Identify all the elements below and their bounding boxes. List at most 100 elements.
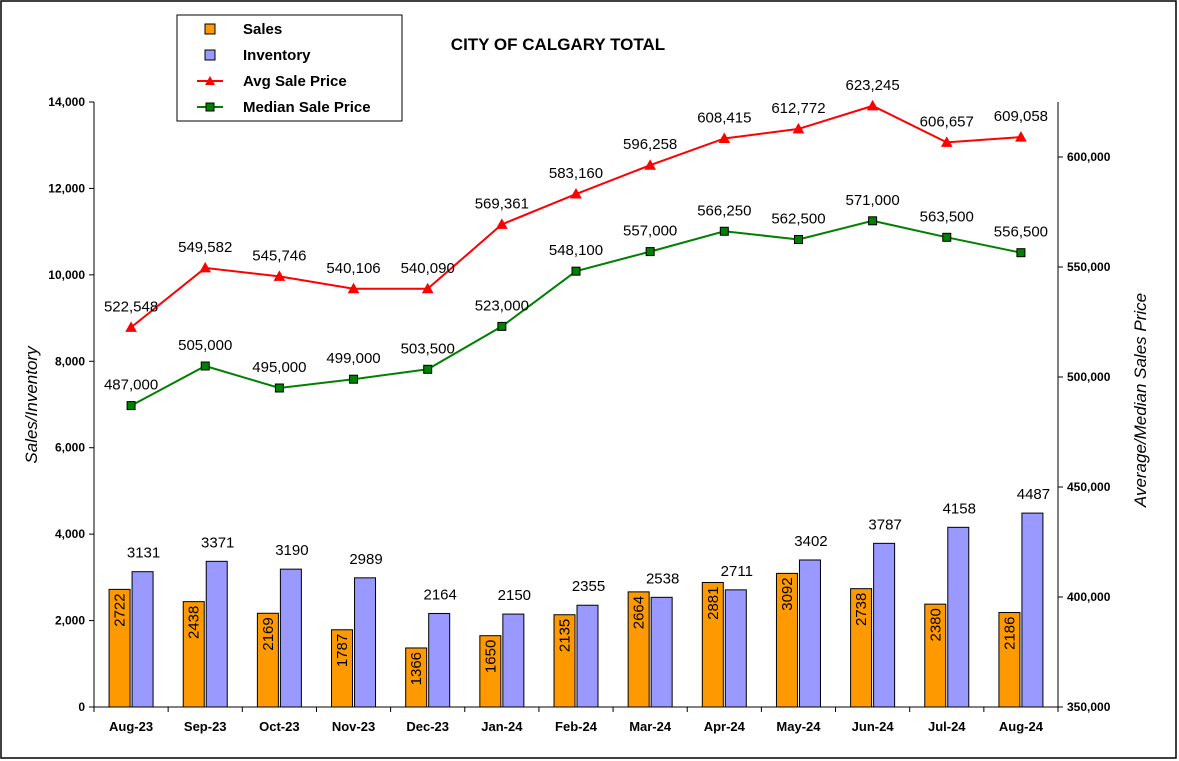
bar-inventory bbox=[428, 612, 451, 708]
bar-label-sales: 2169 bbox=[260, 617, 277, 650]
bar-label-inventory: 2164 bbox=[424, 586, 457, 603]
point-label-avg: 623,245 bbox=[845, 77, 899, 94]
x-category-label: Sep-23 bbox=[184, 719, 227, 734]
bar-label-sales: 2722 bbox=[112, 593, 129, 626]
point-label-avg: 596,258 bbox=[623, 136, 677, 153]
legend-swatch-sales bbox=[204, 23, 216, 35]
point-label-median: 566,250 bbox=[697, 202, 751, 219]
x-category-label: Oct-23 bbox=[259, 719, 299, 734]
right-axis-label: Average/Median Sales Price bbox=[1131, 293, 1150, 508]
marker-avg-sale-price bbox=[718, 132, 731, 143]
marker-avg-sale-price bbox=[125, 321, 137, 332]
bar-label-sales: 2438 bbox=[186, 606, 203, 639]
bar-label-inventory: 2150 bbox=[498, 587, 531, 604]
point-label-avg: 540,106 bbox=[326, 260, 380, 277]
bar-inventory bbox=[947, 526, 970, 708]
point-label-avg: 545,746 bbox=[252, 247, 306, 264]
point-label-median: 523,000 bbox=[475, 297, 529, 314]
x-category-label: Mar-24 bbox=[629, 719, 672, 734]
bar-label-inventory: 2355 bbox=[572, 578, 605, 595]
right-tick-label: 350,000 bbox=[1067, 700, 1111, 714]
point-label-avg: 606,657 bbox=[920, 113, 974, 130]
bar-sales bbox=[850, 588, 873, 708]
bar-label-inventory: 3371 bbox=[201, 534, 234, 551]
point-label-avg: 608,415 bbox=[697, 109, 751, 126]
marker-median-sale-price bbox=[942, 232, 952, 242]
right-tick-label: 600,000 bbox=[1067, 150, 1111, 164]
x-category-label: Aug-24 bbox=[999, 719, 1044, 734]
point-label-avg: 583,160 bbox=[549, 165, 603, 182]
point-label-median: 557,000 bbox=[623, 223, 677, 240]
marker-median-sale-price bbox=[274, 383, 284, 393]
marker-avg-sale-price bbox=[495, 218, 508, 229]
point-label-median: 563,500 bbox=[920, 208, 974, 225]
marker-median-sale-price bbox=[868, 216, 878, 226]
x-category-label: Jun-24 bbox=[852, 719, 895, 734]
bar-label-sales: 2135 bbox=[557, 619, 574, 652]
bar-inventory bbox=[576, 604, 599, 708]
point-label-median: 495,000 bbox=[252, 359, 306, 376]
marker-median-sale-price bbox=[571, 266, 581, 276]
marker-median-sale-price bbox=[126, 401, 136, 411]
bar-inventory bbox=[798, 559, 821, 708]
bar-label-sales: 1787 bbox=[334, 634, 351, 667]
point-label-avg: 540,090 bbox=[401, 260, 455, 277]
plot-area: 0 2,000 4,000 6,000 8,000 10,000 12,000 14,000 3… bbox=[48, 77, 1110, 734]
bar-label-inventory: 2711 bbox=[721, 563, 753, 580]
bar-inventory bbox=[873, 542, 896, 708]
marker-median-sale-price bbox=[423, 364, 433, 374]
bar-sales bbox=[182, 601, 205, 708]
marker-avg-sale-price bbox=[1015, 131, 1027, 142]
bar-label-sales: 2738 bbox=[853, 593, 870, 626]
point-label-median: 487,000 bbox=[104, 377, 158, 394]
bar-inventory bbox=[205, 560, 228, 708]
marker-median-sale-price bbox=[349, 374, 359, 384]
marker-median-sale-price bbox=[200, 361, 210, 371]
bar-sales bbox=[924, 603, 947, 708]
point-label-median: 503,500 bbox=[401, 340, 455, 357]
left-tick-label: 4,000 bbox=[55, 527, 85, 541]
legend-swatch-inventory bbox=[204, 49, 216, 61]
x-category-label: Jan-24 bbox=[481, 719, 523, 734]
bar-sales bbox=[479, 635, 502, 708]
bar-label-inventory: 2538 bbox=[646, 570, 679, 587]
bar-inventory bbox=[650, 596, 673, 708]
bar-label-inventory: 3131 bbox=[127, 545, 160, 562]
point-label-avg: 522,548 bbox=[104, 298, 158, 315]
bar-label-sales: 1650 bbox=[482, 640, 499, 673]
x-category-label: May-24 bbox=[776, 719, 821, 734]
bar-sales bbox=[775, 572, 798, 708]
bar-sales bbox=[108, 588, 131, 708]
x-category-label: Dec-23 bbox=[406, 719, 449, 734]
bar-label-sales: 2186 bbox=[1001, 617, 1018, 650]
point-label-median: 548,100 bbox=[549, 242, 603, 259]
bar-inventory bbox=[131, 571, 154, 708]
marker-avg-sale-price bbox=[940, 136, 953, 147]
x-category-label: Nov-23 bbox=[332, 719, 375, 734]
marker-avg-sale-price bbox=[347, 282, 360, 294]
point-label-median: 499,000 bbox=[326, 350, 380, 367]
bar-sales bbox=[627, 591, 650, 708]
left-tick-label: 6,000 bbox=[55, 441, 85, 455]
marker-median-sale-price bbox=[793, 235, 803, 244]
left-tick-label: 12,000 bbox=[48, 181, 85, 195]
bar-sales bbox=[331, 629, 354, 708]
x-category-label: Apr-24 bbox=[704, 719, 746, 734]
bar-label-inventory: 3190 bbox=[275, 542, 308, 559]
bar-label-inventory: 3787 bbox=[868, 516, 901, 533]
bar-sales bbox=[701, 581, 724, 708]
legend-label-avg-sale-price: Avg Sale Price bbox=[243, 73, 347, 90]
left-tick-label: 8,000 bbox=[55, 354, 85, 368]
x-category-label: Feb-24 bbox=[555, 719, 598, 734]
point-label-median: 556,500 bbox=[994, 224, 1048, 241]
bar-label-sales: 2380 bbox=[927, 608, 944, 641]
x-category-label: Jul-24 bbox=[928, 719, 966, 734]
legend-marker-avg-sale-price bbox=[205, 76, 215, 85]
bar-label-sales: 1366 bbox=[408, 652, 425, 685]
marker-avg-sale-price bbox=[570, 188, 582, 199]
legend-label-median-sale-price: Median Sale Price bbox=[243, 99, 371, 116]
marker-avg-sale-price bbox=[644, 159, 657, 170]
bar-sales bbox=[998, 612, 1021, 708]
bar-sales bbox=[256, 612, 279, 708]
